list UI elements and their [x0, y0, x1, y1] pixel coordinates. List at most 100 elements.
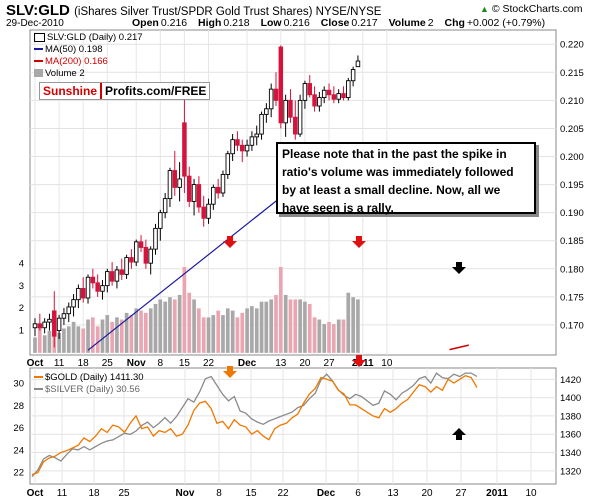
price-tick-label: 0.170	[560, 320, 584, 331]
top-legend: SLV:GLD (Daily) 0.217 MA(50) 0.198 MA(20…	[34, 32, 143, 80]
candle-body	[346, 80, 351, 99]
volume-bar	[278, 266, 283, 354]
gold-tick-label: 1400	[560, 393, 581, 404]
candle-body	[133, 241, 139, 263]
volume-bar	[259, 301, 264, 354]
candle-body	[71, 299, 76, 308]
gold-tick-label: 1360	[560, 430, 581, 441]
volume-bar	[162, 301, 168, 354]
candle-body	[80, 287, 86, 299]
silver-tick-label: 30	[13, 379, 24, 390]
x-tick-label: 10	[381, 358, 393, 369]
x-tick-label: 6	[355, 488, 361, 499]
volume-bar	[81, 328, 86, 354]
x-tick-label: 8	[158, 358, 164, 369]
candle-body	[191, 184, 197, 202]
price-tick-label: 0.175	[560, 292, 584, 303]
x-tick-label: 11	[57, 488, 68, 499]
candle-body	[177, 178, 182, 188]
volume-bar	[138, 310, 144, 354]
candle-body	[66, 306, 71, 315]
volume-bar	[312, 317, 317, 354]
volume-bar	[350, 296, 356, 354]
x-tick-label: 22	[277, 488, 289, 499]
volume-tick-label: 4	[19, 258, 24, 269]
down-arrow-black	[452, 262, 466, 274]
candle-body	[336, 93, 341, 100]
candle-body	[249, 136, 255, 146]
candle-body	[350, 69, 356, 82]
symbol-description: (iShares Silver Trust/SPDR Gold Trust Sh…	[74, 6, 382, 18]
volume-bar	[206, 317, 211, 354]
candle-body	[259, 113, 264, 135]
candle-body	[201, 206, 206, 219]
candle-body	[264, 108, 269, 115]
candle-body	[268, 88, 274, 110]
down-arrow-red	[352, 355, 366, 367]
volume-tick-label: 3	[19, 281, 24, 292]
x-tick-label: 27	[323, 358, 335, 369]
volume-bar	[61, 328, 67, 354]
candle-body	[153, 227, 158, 250]
volume-bar	[254, 308, 259, 354]
x-tick-label: 20	[421, 488, 433, 499]
candle-body	[129, 257, 134, 263]
x-tick-label: 13	[387, 488, 399, 499]
volume-bar	[143, 312, 149, 354]
candle-body	[109, 271, 115, 282]
volume-bar	[109, 321, 115, 354]
x-tick-label: 22	[203, 358, 215, 369]
x-tick-label: 15	[179, 358, 191, 369]
x-tick-label: 25	[118, 488, 130, 499]
candle-body	[244, 144, 250, 152]
x-tick-label: 15	[245, 488, 257, 499]
volume-bar	[76, 325, 81, 354]
bottom-legend: $GOLD (Daily) 1411.30 $SILVER (Daily) 30…	[34, 372, 144, 396]
legend-silver: $SILVER (Daily) 30.56	[34, 384, 144, 396]
price-tick-label: 0.215	[560, 68, 584, 79]
volume-bar	[191, 299, 197, 354]
volume-bar	[119, 319, 124, 354]
volume-tick-label: 1	[19, 326, 24, 337]
candle-body	[61, 313, 67, 319]
volume-bar	[47, 330, 52, 354]
volume-bar	[148, 308, 153, 354]
volume-bar	[336, 319, 341, 354]
candle-body	[341, 93, 346, 99]
candle-body	[47, 318, 52, 323]
volume-bar	[95, 325, 100, 354]
volume-bar	[322, 323, 327, 354]
volume-bar	[158, 299, 163, 354]
price-tick-label: 0.200	[560, 152, 584, 163]
candle-body	[182, 122, 187, 177]
annotation-note: Please note that in the past the spike i…	[276, 142, 536, 215]
volume-bar	[172, 299, 177, 354]
candle-body	[211, 186, 216, 205]
candle-body	[225, 153, 231, 175]
legend-volume: Volume 2	[34, 68, 143, 80]
price-tick-label: 0.190	[560, 208, 584, 219]
x-tick-label: 2011	[352, 358, 374, 369]
candle-body	[158, 212, 163, 229]
price-tick-label: 0.205	[560, 124, 584, 135]
chart-date: 29-Dec-2010	[6, 18, 64, 29]
candle-body	[220, 174, 226, 194]
brand-label[interactable]: ▲ © StockCharts.com	[480, 3, 583, 15]
candle-body	[196, 184, 202, 208]
volume-bar	[216, 310, 221, 354]
volume-bar	[331, 323, 336, 354]
x-tick-label: Nov	[176, 488, 195, 499]
volume-bar	[187, 292, 192, 354]
volume-bar	[302, 301, 308, 354]
volume-bar	[293, 299, 298, 354]
price-tick-label: 0.185	[560, 236, 584, 247]
x-tick-label: Oct	[27, 488, 44, 499]
candle-body	[312, 94, 317, 107]
triangle-icon: ▲	[480, 4, 489, 14]
candle-body	[307, 83, 312, 96]
volume-bar	[317, 319, 322, 354]
volume-bar	[346, 292, 351, 354]
volume-bar	[288, 299, 293, 354]
volume-bar	[124, 312, 129, 354]
candle-body	[85, 276, 91, 299]
